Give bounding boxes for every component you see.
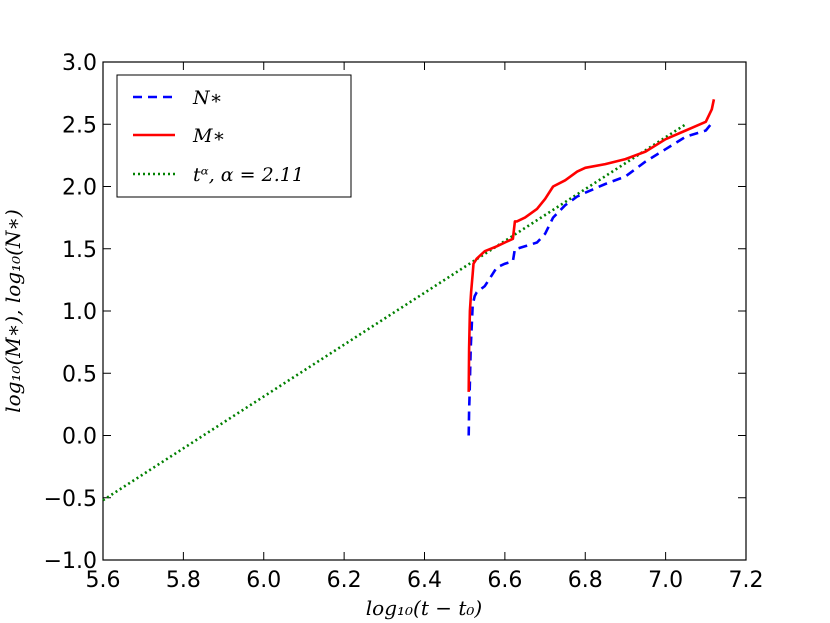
series-line-1 bbox=[467, 99, 716, 392]
y-tick-label: 0.0 bbox=[62, 425, 97, 450]
y-tick-label: 1.0 bbox=[62, 300, 97, 325]
x-tick-label: 6.4 bbox=[407, 568, 442, 593]
x-tick-label: 5.6 bbox=[86, 568, 121, 593]
series-layer bbox=[102, 99, 716, 502]
y-tick-label: 2.0 bbox=[62, 176, 97, 201]
x-tick-label: 6.2 bbox=[327, 568, 362, 593]
x-tick-label: 5.8 bbox=[166, 568, 201, 593]
axis-ticks: 5.6 5.8 6.0 6.2 6.4 6.6 6.8 7.0 7.2 −1.0 −0.5 0.0 0.… bbox=[44, 51, 764, 593]
legend: N∗ M∗ tᵅ, α = 2.11 bbox=[116, 74, 352, 198]
y-tick-label: −1.0 bbox=[44, 549, 97, 574]
y-tick-label: 1.5 bbox=[62, 238, 97, 263]
legend-label-t-alpha: tᵅ, α = 2.11 bbox=[193, 164, 304, 186]
y-tick-label: 2.5 bbox=[62, 113, 97, 138]
legend-label-n-star: N∗ bbox=[192, 87, 223, 109]
x-tick-label: 6.8 bbox=[568, 568, 603, 593]
series-line-2 bbox=[102, 123, 687, 502]
y-tick-label: 3.0 bbox=[62, 51, 97, 76]
x-axis-label: log₁₀(t − t₀) bbox=[366, 596, 482, 620]
x-tick-label: 6.6 bbox=[487, 568, 522, 593]
legend-label-m-star: M∗ bbox=[192, 125, 225, 147]
x-tick-label: 7.2 bbox=[729, 568, 764, 593]
x-tick-label: 7.0 bbox=[648, 568, 683, 593]
series-line-0 bbox=[467, 119, 715, 436]
y-axis-label: log₁₀(M∗), log₁₀(N∗) bbox=[1, 209, 25, 413]
y-tick-label: 0.5 bbox=[62, 362, 97, 387]
x-tick-label: 6.0 bbox=[246, 568, 281, 593]
y-tick-label: −0.5 bbox=[44, 487, 97, 512]
